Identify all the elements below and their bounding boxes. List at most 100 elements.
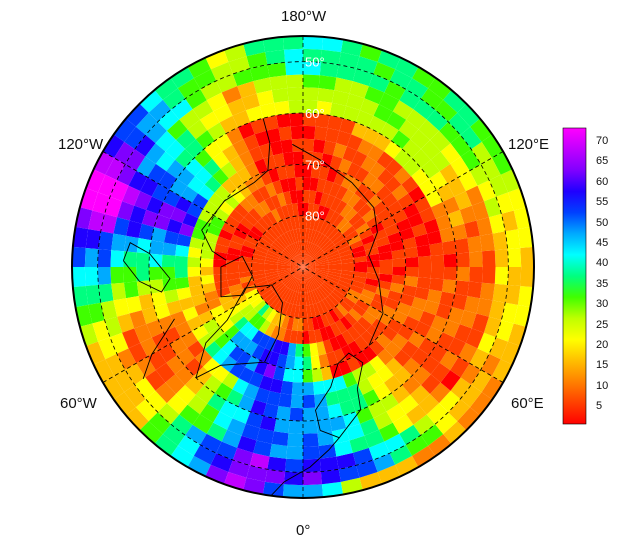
field-cell bbox=[303, 228, 307, 242]
field-cell bbox=[336, 241, 350, 251]
field-cell bbox=[138, 293, 155, 311]
field-cell bbox=[259, 170, 273, 186]
field-cell bbox=[447, 306, 465, 325]
field-cell bbox=[320, 313, 331, 328]
field-cell bbox=[325, 391, 340, 406]
field-cell bbox=[270, 311, 282, 326]
field-cell bbox=[392, 414, 414, 434]
field-cell bbox=[295, 267, 303, 279]
field-cell bbox=[213, 259, 227, 267]
field-cell bbox=[176, 385, 196, 405]
field-cell bbox=[430, 151, 451, 172]
field-cell bbox=[229, 155, 246, 173]
field-cell bbox=[251, 344, 265, 360]
field-cell bbox=[391, 333, 409, 350]
field-cell bbox=[170, 310, 187, 327]
field-cell bbox=[421, 140, 441, 160]
field-cell bbox=[311, 316, 320, 331]
field-cell bbox=[339, 203, 353, 218]
field-cell bbox=[280, 139, 293, 154]
field-cell bbox=[266, 128, 281, 143]
field-cell bbox=[257, 217, 270, 231]
field-cell bbox=[179, 109, 200, 130]
field-cell bbox=[384, 433, 406, 454]
field-cell bbox=[238, 367, 255, 384]
field-cell bbox=[296, 330, 303, 344]
field-cell bbox=[290, 267, 303, 270]
field-cell bbox=[360, 98, 379, 116]
field-cell bbox=[471, 313, 489, 333]
field-cell bbox=[295, 255, 303, 267]
field-cell bbox=[365, 247, 379, 256]
field-cell bbox=[443, 267, 457, 281]
field-cell bbox=[327, 273, 341, 281]
field-cell bbox=[236, 167, 252, 183]
field-cell bbox=[170, 207, 187, 224]
field-cell bbox=[310, 164, 321, 179]
field-cell bbox=[239, 217, 254, 231]
field-cell bbox=[197, 333, 215, 350]
field-cell bbox=[403, 315, 420, 332]
field-cell bbox=[221, 178, 237, 195]
field-cell bbox=[116, 164, 137, 186]
field-cell bbox=[303, 267, 308, 280]
field-cell bbox=[286, 446, 303, 460]
field-cell bbox=[384, 140, 402, 159]
field-cell bbox=[290, 394, 303, 409]
field-cell bbox=[322, 180, 334, 195]
field-cell bbox=[278, 256, 292, 263]
field-cell bbox=[185, 375, 204, 395]
field-cell bbox=[276, 113, 291, 128]
field-cell bbox=[263, 291, 276, 304]
field-cell bbox=[319, 327, 330, 342]
field-cell bbox=[345, 230, 359, 242]
field-cell bbox=[263, 230, 276, 243]
field-cell bbox=[157, 109, 180, 131]
field-cell bbox=[303, 241, 306, 255]
colorbar-tick: 60 bbox=[596, 175, 609, 188]
field-cell bbox=[303, 48, 322, 63]
field-cell bbox=[454, 238, 470, 254]
field-cell bbox=[149, 240, 164, 255]
field-cell bbox=[315, 260, 329, 265]
field-cell bbox=[200, 274, 215, 285]
field-cell bbox=[369, 355, 386, 373]
field-cell bbox=[319, 237, 331, 249]
field-cell bbox=[286, 203, 295, 218]
field-cell bbox=[320, 49, 341, 65]
field-cell bbox=[410, 385, 430, 405]
field-cell bbox=[110, 267, 124, 284]
field-cell bbox=[230, 188, 246, 204]
field-cell bbox=[356, 460, 378, 478]
data-field bbox=[72, 36, 534, 498]
field-cell bbox=[482, 250, 496, 267]
field-cell bbox=[212, 365, 230, 383]
field-cell bbox=[267, 351, 280, 367]
field-cell bbox=[418, 394, 440, 415]
field-cell bbox=[346, 93, 365, 111]
field-cell bbox=[72, 286, 89, 308]
field-cell bbox=[517, 226, 534, 248]
field-cell bbox=[220, 355, 237, 373]
field-cell bbox=[216, 236, 231, 248]
field-cell bbox=[275, 237, 287, 249]
field-cell bbox=[285, 355, 296, 370]
field-cell bbox=[244, 340, 259, 356]
field-cell bbox=[334, 77, 353, 94]
field-cell bbox=[289, 229, 297, 243]
field-cell bbox=[311, 203, 320, 218]
field-cell bbox=[469, 164, 490, 186]
field-cell bbox=[111, 233, 127, 252]
field-cell bbox=[218, 201, 235, 216]
field-cell bbox=[342, 105, 361, 123]
field-cell bbox=[124, 384, 146, 408]
field-cell bbox=[317, 431, 335, 446]
field-cell bbox=[252, 273, 266, 281]
field-cell bbox=[469, 348, 490, 370]
field-cell bbox=[296, 267, 303, 279]
coastline bbox=[315, 352, 364, 439]
field-cell bbox=[276, 192, 287, 207]
field-cell bbox=[161, 267, 176, 280]
field-cell bbox=[460, 149, 481, 171]
field-cell bbox=[274, 100, 290, 116]
